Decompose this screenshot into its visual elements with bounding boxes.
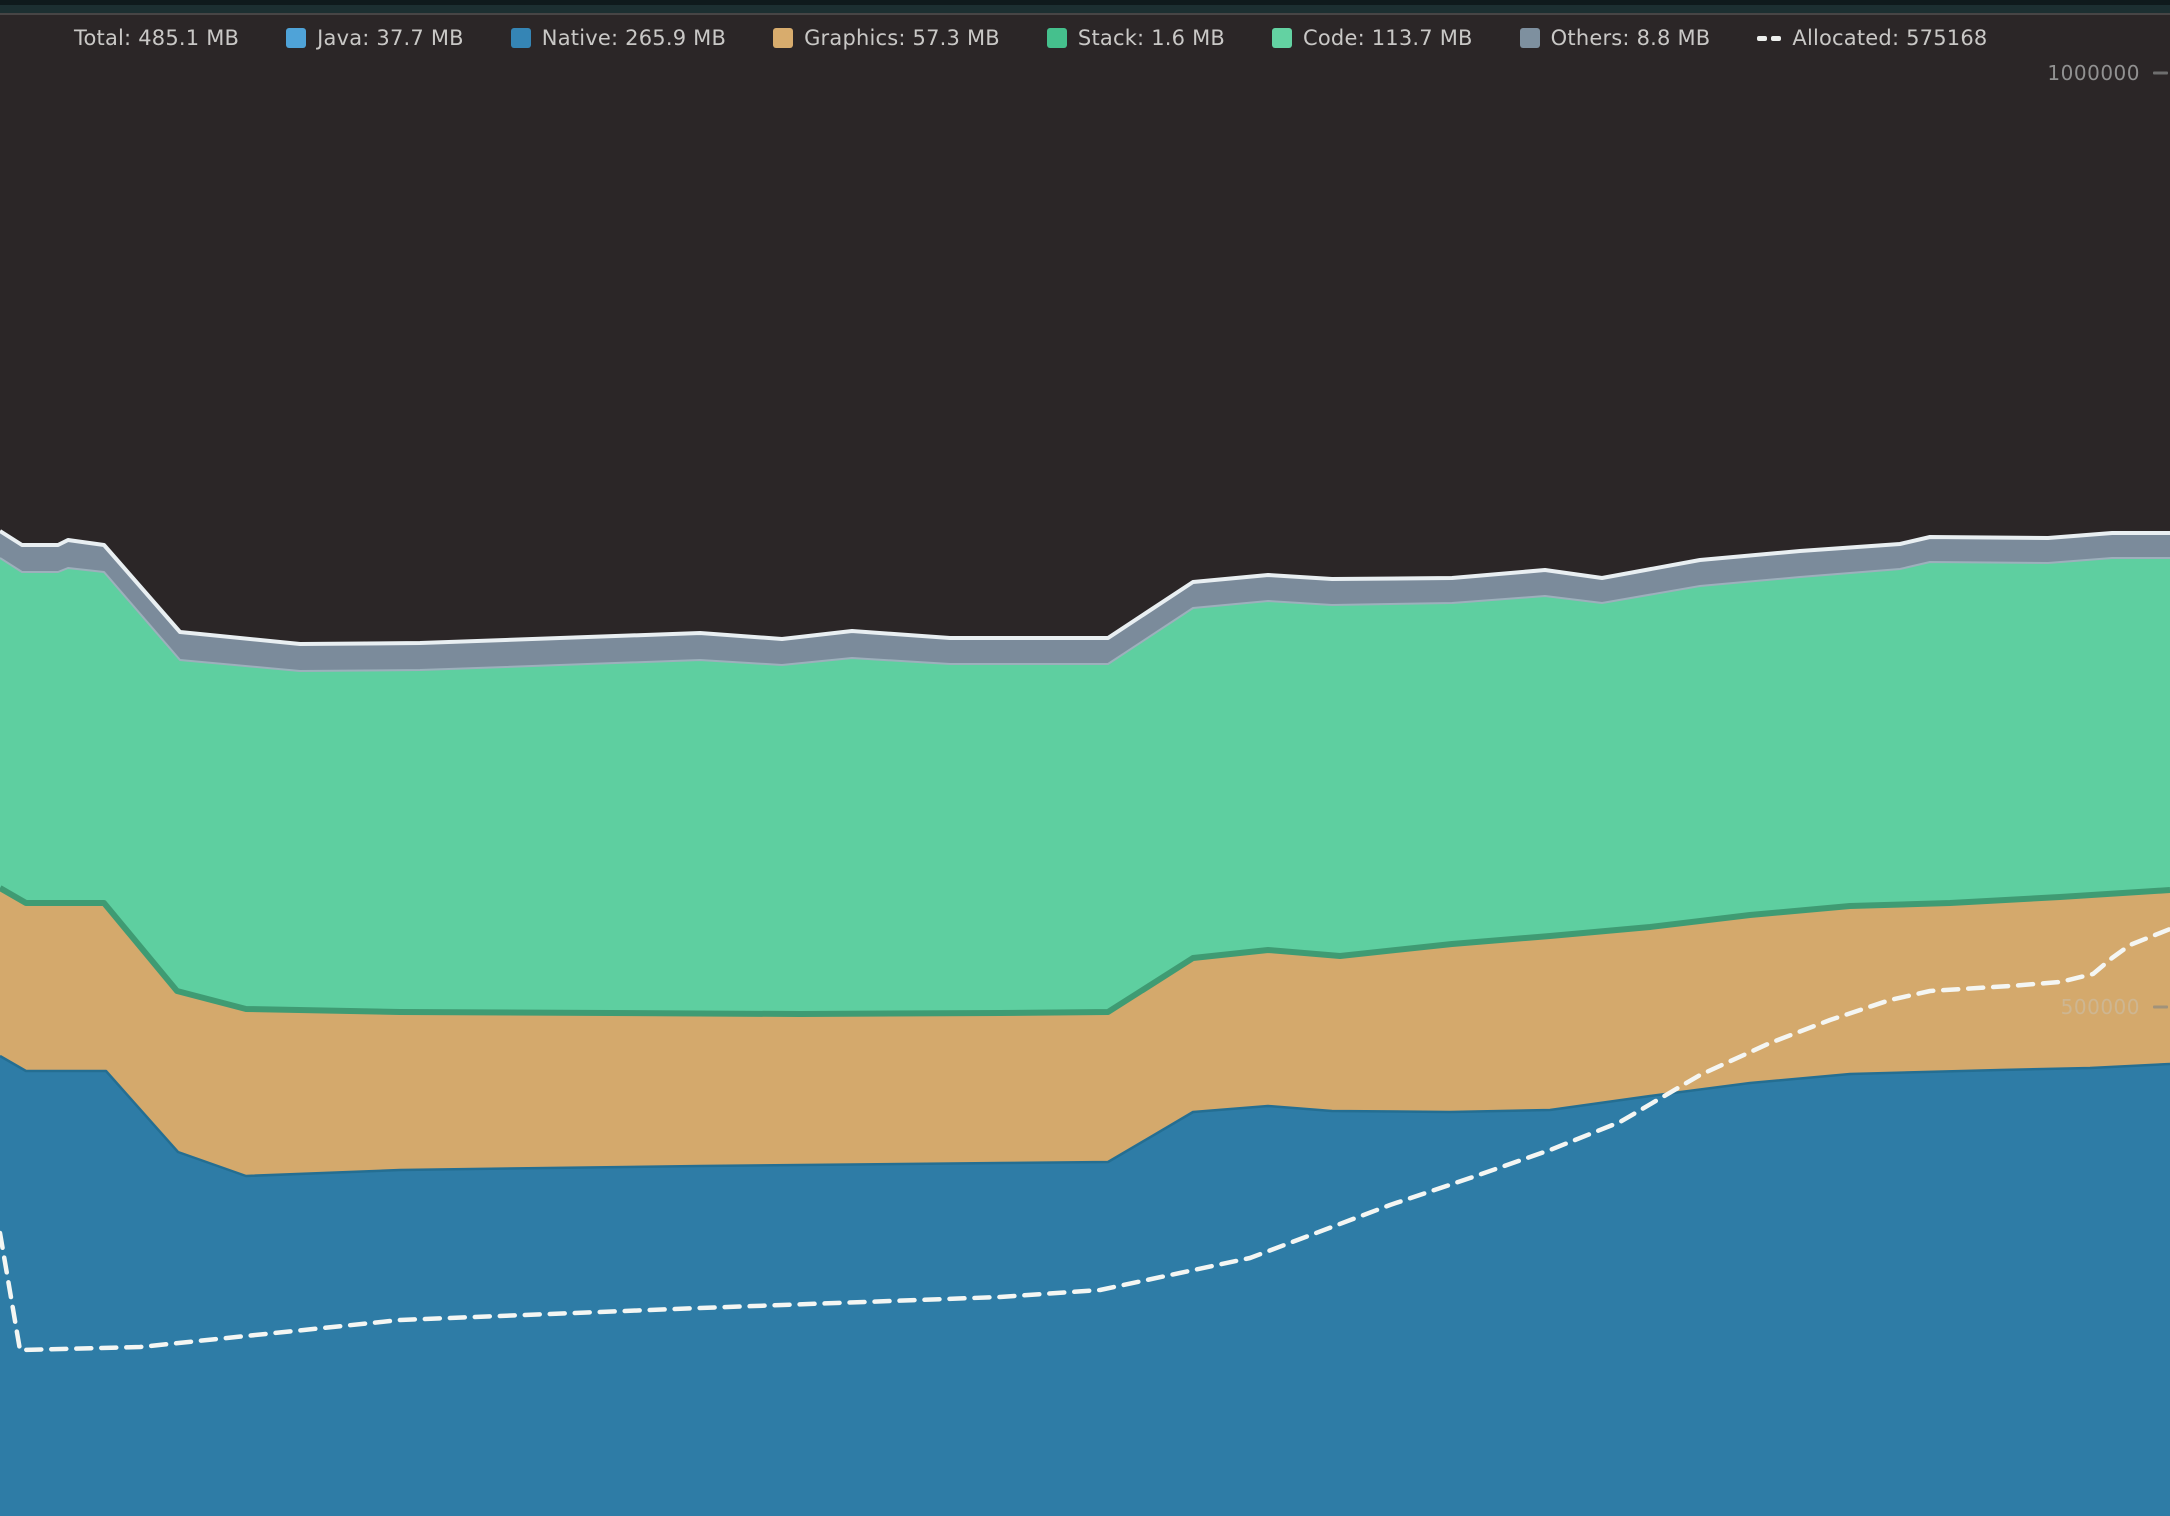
legend-item-code: Code: 113.7 MB [1272, 26, 1473, 50]
legend-item-graphics: Graphics: 57.3 MB [773, 26, 1000, 50]
stack-swatch-icon [1046, 28, 1067, 48]
native-swatch-icon [510, 28, 531, 48]
stack-band-edge [0, 885, 2170, 1017]
legend-label: Others: 8.8 MB [1550, 26, 1711, 50]
legend-label: Stack: 1.6 MB [1077, 26, 1226, 50]
legend-label: Graphics: 57.3 MB [804, 26, 1000, 50]
java-swatch-icon [286, 28, 307, 48]
legend-label: Code: 113.7 MB [1303, 26, 1473, 50]
y-tick-label: 500000 [2060, 995, 2140, 1019]
legend-label: Total: 485.1 MB [74, 26, 240, 50]
allocated-line [0, 926, 2170, 1353]
others-swatch-icon [1519, 28, 1540, 48]
legend-label: Java: 37.7 MB [317, 26, 464, 50]
graphics-area [0, 888, 2170, 1176]
native-area [0, 1056, 2170, 1516]
code-swatch-icon [1272, 28, 1293, 48]
chart-legend: Total: 485.1 MB Java: 37.7 MB Native: 265.… [74, 15, 2156, 61]
legend-item-others: Others: 8.8 MB [1519, 26, 1711, 50]
legend-item-stack: Stack: 1.6 MB [1046, 26, 1226, 50]
legend-label: Allocated: 575168 [1792, 26, 1988, 50]
legend-item-allocated: Allocated: 575168 [1757, 26, 1987, 50]
code-area [0, 558, 2170, 1014]
others-area [0, 531, 2170, 671]
y-tick-mark [2153, 71, 2168, 75]
legend-item-total: Total: 485.1 MB [74, 26, 239, 50]
window-top-strip [0, 0, 2170, 15]
legend-item-java: Java: 37.7 MB [286, 26, 464, 50]
y-tick-label: 1000000 [2047, 61, 2140, 85]
others-top-edge [0, 529, 2170, 646]
graphics-swatch-icon [773, 28, 794, 48]
legend-label: Native: 265.9 MB [541, 26, 727, 50]
others-bottom-edge [0, 557, 2170, 672]
y-tick-mark [2153, 1005, 2168, 1009]
native-top-edge [0, 1054, 2170, 1178]
legend-item-native: Native: 265.9 MB [510, 26, 727, 50]
allocated-dash-icon [1757, 35, 1782, 41]
